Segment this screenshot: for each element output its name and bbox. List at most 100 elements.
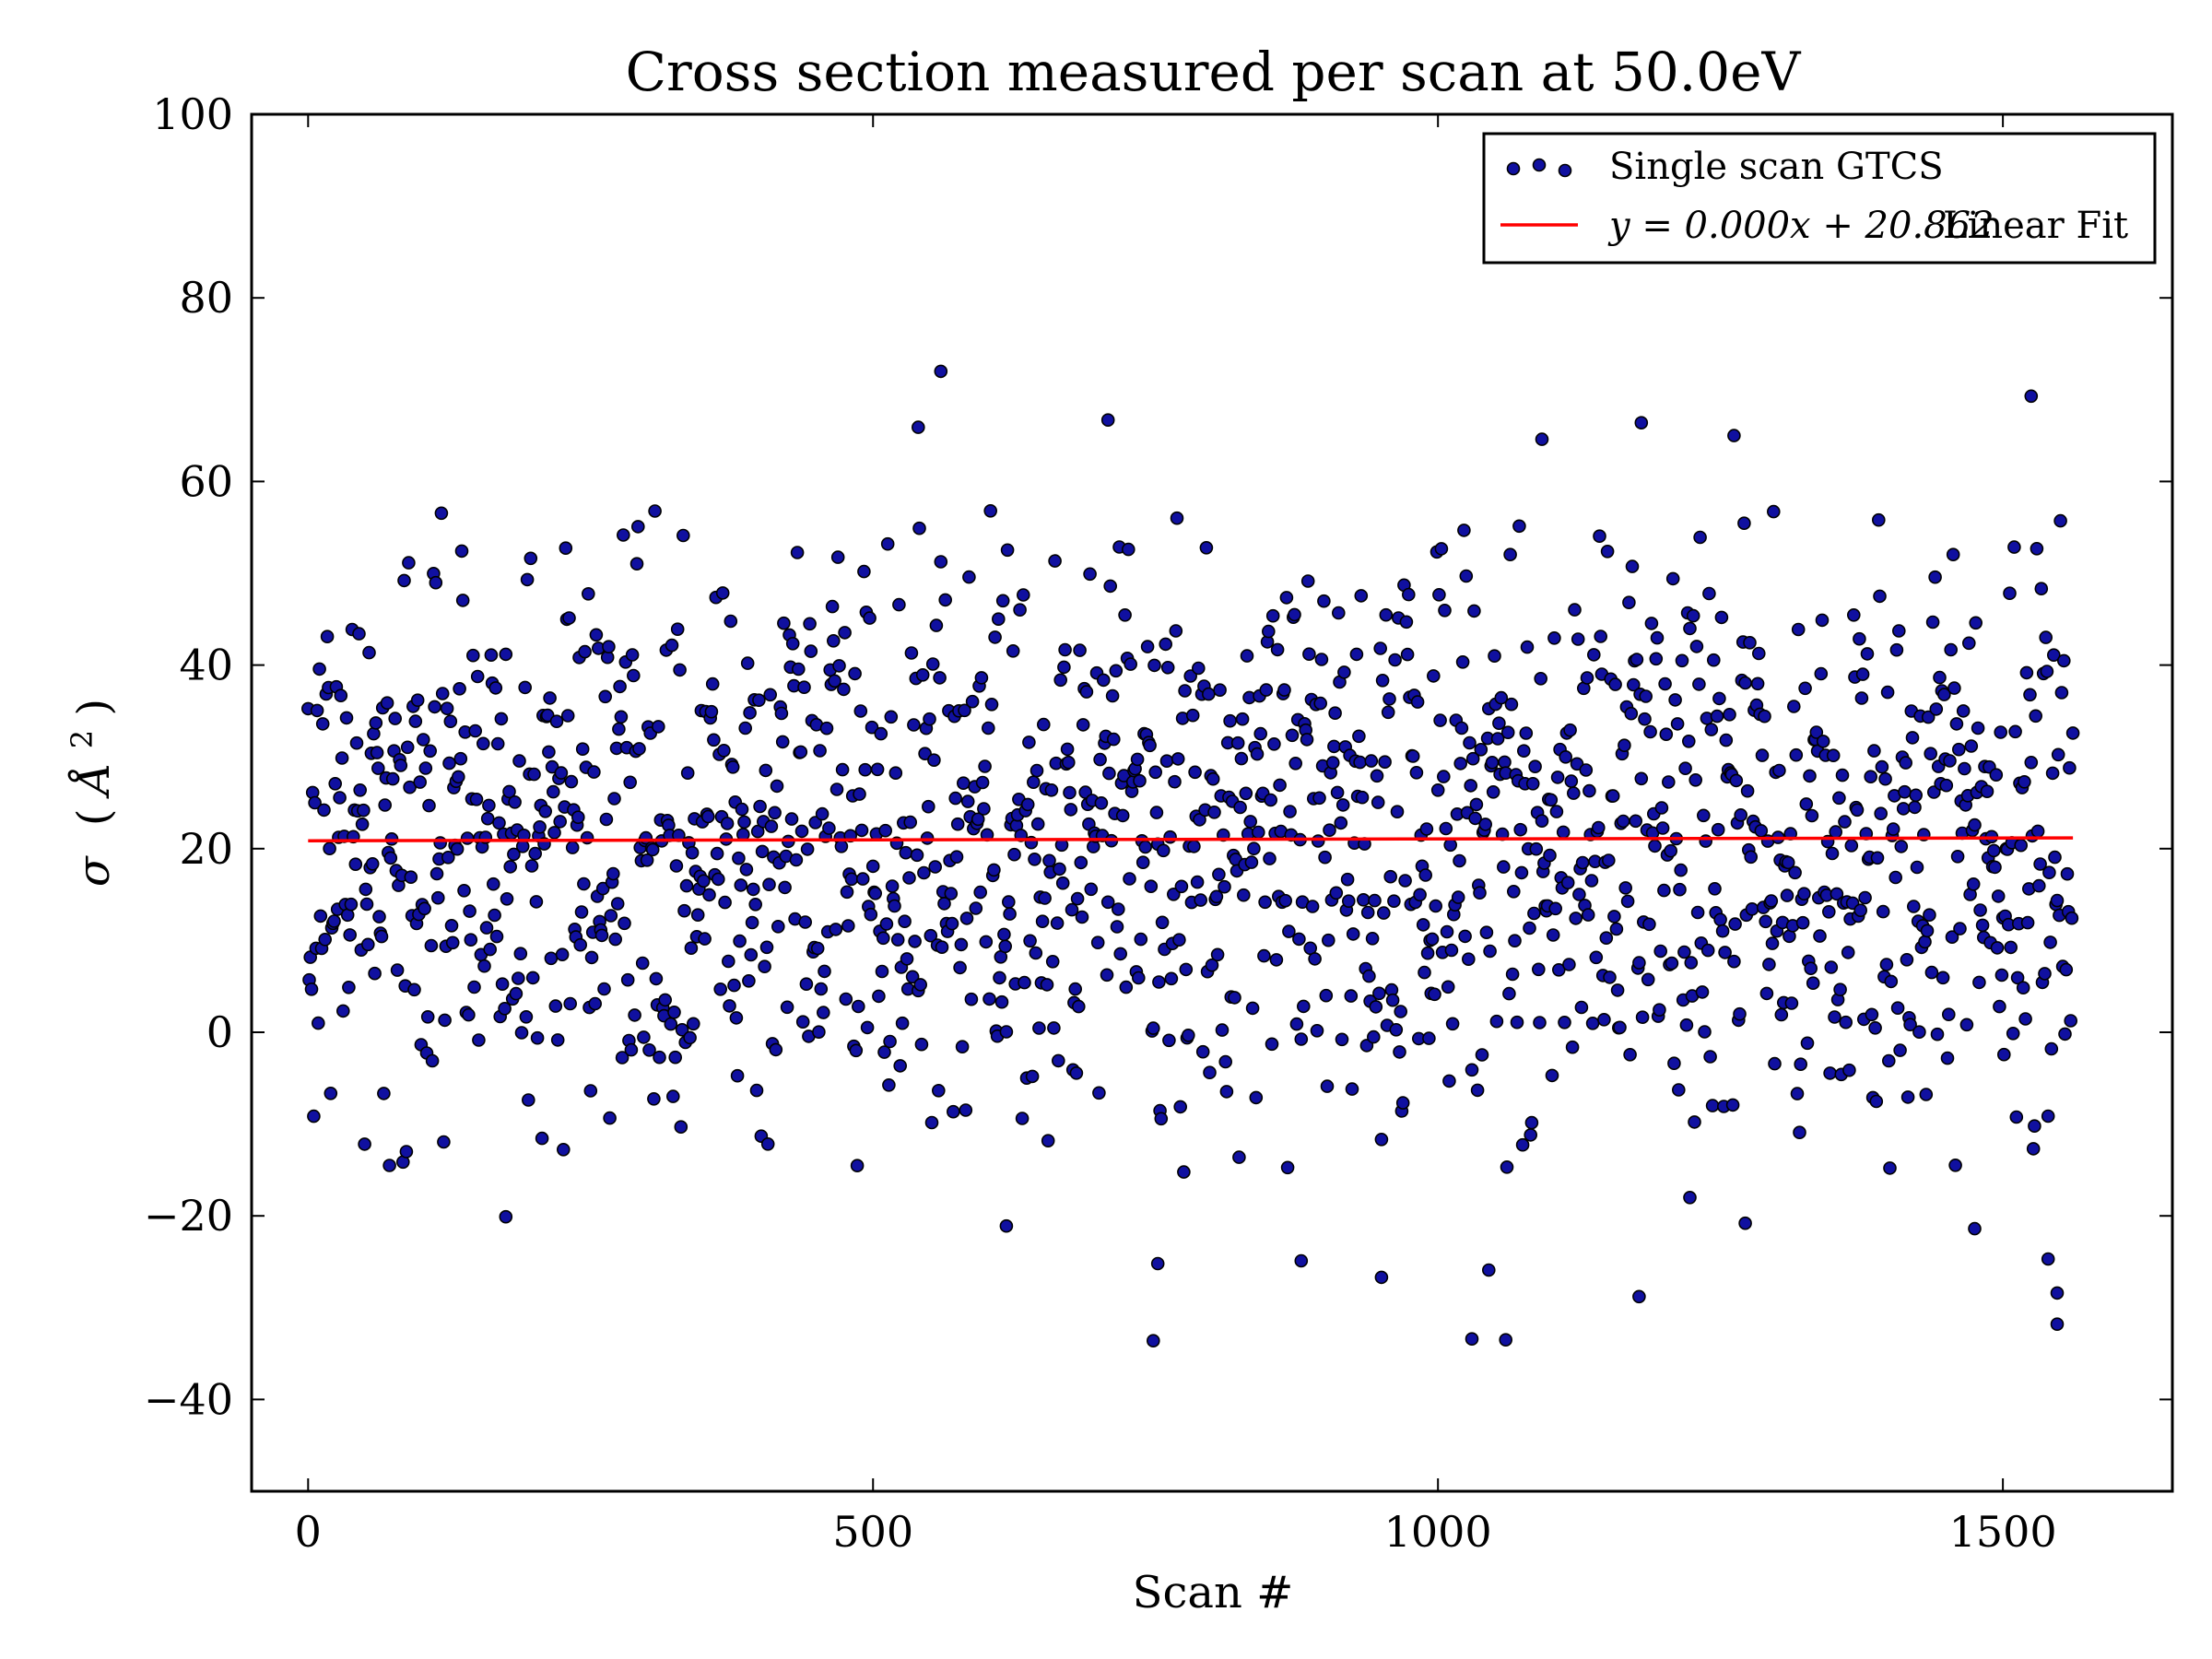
scatter-point (1519, 726, 1534, 740)
scatter-point (521, 1093, 535, 1107)
scatter-point (1892, 624, 1906, 638)
scatter-point (1270, 642, 1285, 657)
scatter-point (2024, 389, 2039, 404)
scatter-point (2033, 857, 2047, 871)
scatter-point (333, 791, 347, 805)
scatter-point (1429, 899, 1442, 913)
scatter-point (1118, 607, 1132, 622)
scatter-point (399, 1145, 414, 1159)
scatter-point (749, 1083, 764, 1098)
scatter-point (1345, 1082, 1359, 1096)
scatter-point (1265, 1037, 1279, 1052)
scatter-point (953, 960, 967, 975)
scatter-point (1032, 1021, 1046, 1035)
scatter-point (1712, 691, 1726, 706)
scatter-point (1959, 1018, 1974, 1032)
scatter-point (1958, 761, 1971, 776)
scatter-point (1547, 630, 1561, 645)
scatter-point (1894, 840, 1909, 853)
scatter-point (1714, 610, 1729, 625)
scatter-point (900, 952, 914, 966)
scatter-point (1503, 547, 1517, 562)
scatter-point (1924, 965, 1939, 980)
scatter-point (1504, 697, 1519, 712)
scatter-point (425, 1053, 440, 1068)
scatter-point (483, 942, 498, 957)
scatter-point (790, 546, 805, 559)
scatter-point (1305, 900, 1320, 913)
scatter-point (1947, 681, 1961, 695)
scatter-point (929, 618, 944, 632)
scatter-point (1489, 1014, 1504, 1029)
scatter-point (1193, 813, 1206, 827)
scatter-point (445, 935, 460, 950)
scatter-point (441, 850, 455, 865)
scatter-point (1027, 775, 1041, 790)
scatter-point (1799, 797, 1814, 811)
y-axis-label-unit: Å (67, 762, 120, 799)
scatter-point (1245, 1001, 1260, 1016)
scatter-point (1864, 770, 1877, 784)
scatter-point (1798, 681, 1812, 696)
scatter-point (1147, 1021, 1160, 1035)
scatter-point (1804, 961, 1818, 975)
scatter-point (931, 1084, 946, 1098)
scatter-point (1599, 931, 1614, 946)
scatter-point (1549, 805, 1564, 818)
legend-scatter-marker (1506, 158, 1572, 178)
scatter-point (1815, 613, 1830, 628)
y-tick-label: −40 (144, 1374, 233, 1424)
scatter-point (1372, 986, 1386, 1001)
scatter-point (1239, 786, 1253, 801)
scatter-point (1828, 1010, 1841, 1024)
scatter-point (440, 701, 454, 716)
scatter-point (1123, 872, 1136, 886)
scatter-point (1368, 893, 1382, 908)
scatter-point (844, 872, 859, 887)
scatter-point (1923, 908, 1936, 923)
scatter-point (1235, 712, 1250, 726)
scatter-point (718, 895, 732, 910)
scatter-point (507, 847, 521, 862)
scatter-point (832, 659, 846, 673)
scatter-point (704, 704, 719, 719)
scatter-point (1524, 1115, 1539, 1130)
scatter-point (1257, 948, 1271, 963)
scatter-point (1325, 756, 1340, 770)
scatter-point (1833, 982, 1847, 996)
scatter-point (1223, 713, 1237, 728)
scatter-point (683, 1030, 697, 1045)
scatter-point (1173, 1100, 1187, 1114)
scatter-point (1438, 603, 1452, 618)
scatter-point (1952, 742, 1966, 757)
scatter-point (308, 795, 322, 810)
scatter-point (1288, 607, 1301, 622)
scatter-point (1790, 1087, 1805, 1100)
scatter-point (1373, 641, 1387, 655)
scatter-point (1659, 727, 1674, 742)
scatter-point (1387, 894, 1401, 909)
scatter-point (907, 718, 921, 732)
scatter-point (1572, 888, 1586, 901)
scatter-point (2007, 540, 2021, 554)
scatter-point (853, 787, 866, 801)
y-tick-label: −20 (144, 1191, 233, 1241)
scatter-point (1937, 688, 1951, 701)
scatter-point (882, 1078, 896, 1092)
scatter-point (780, 1000, 794, 1015)
scatter-point (1133, 773, 1147, 788)
scatter-point (1890, 1001, 1905, 1015)
scatter-point (1243, 815, 1257, 829)
scatter-point (854, 823, 869, 838)
scatter-point (1362, 969, 1376, 983)
scatter-point (1273, 778, 1287, 793)
plot-frame (250, 112, 2174, 1493)
scatter-point (840, 885, 854, 900)
scatter-point (1482, 1263, 1496, 1277)
scatter-point (1374, 1133, 1389, 1147)
scatter-point (1297, 999, 1311, 1014)
scatter-point (1853, 631, 1866, 646)
scatter-point (1602, 853, 1616, 867)
scatter-point (1159, 754, 1174, 769)
